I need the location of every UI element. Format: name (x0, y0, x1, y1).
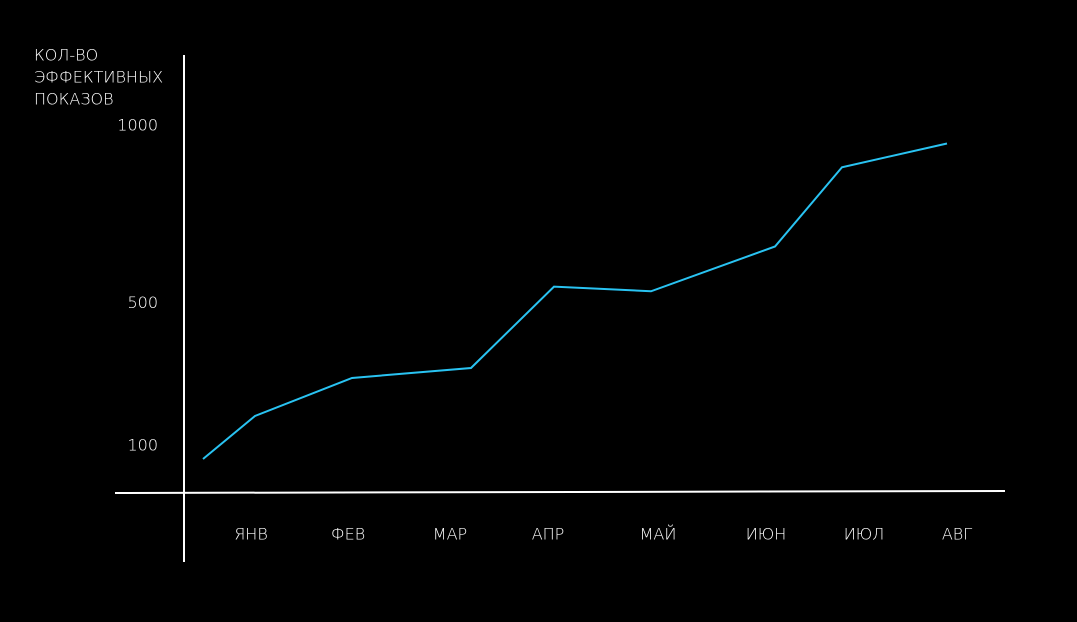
x-tick-label: ФЕВ (331, 525, 365, 544)
data-line (202, 142, 948, 460)
x-tick-label: ИЮН (746, 525, 787, 544)
y-axis-label: КОЛ-ВО (34, 46, 98, 65)
y-axis-label: ПОКАЗОВ (34, 90, 114, 109)
y-axis-label: ЭФФЕКТИВНЫХ (34, 68, 163, 87)
x-tick-label: АПР (532, 525, 565, 544)
y-tick-label: 100 (127, 435, 158, 454)
x-tick-label: МАЙ (640, 525, 677, 544)
x-tick-label: МАР (433, 525, 467, 544)
y-tick-label: 1000 (117, 116, 158, 135)
x-axis (114, 490, 1006, 494)
x-tick-label: АВГ (942, 525, 972, 544)
x-tick-label: ИЮЛ (844, 525, 885, 544)
y-tick-label: 500 (127, 293, 158, 312)
x-tick-label: ЯНВ (234, 525, 268, 544)
